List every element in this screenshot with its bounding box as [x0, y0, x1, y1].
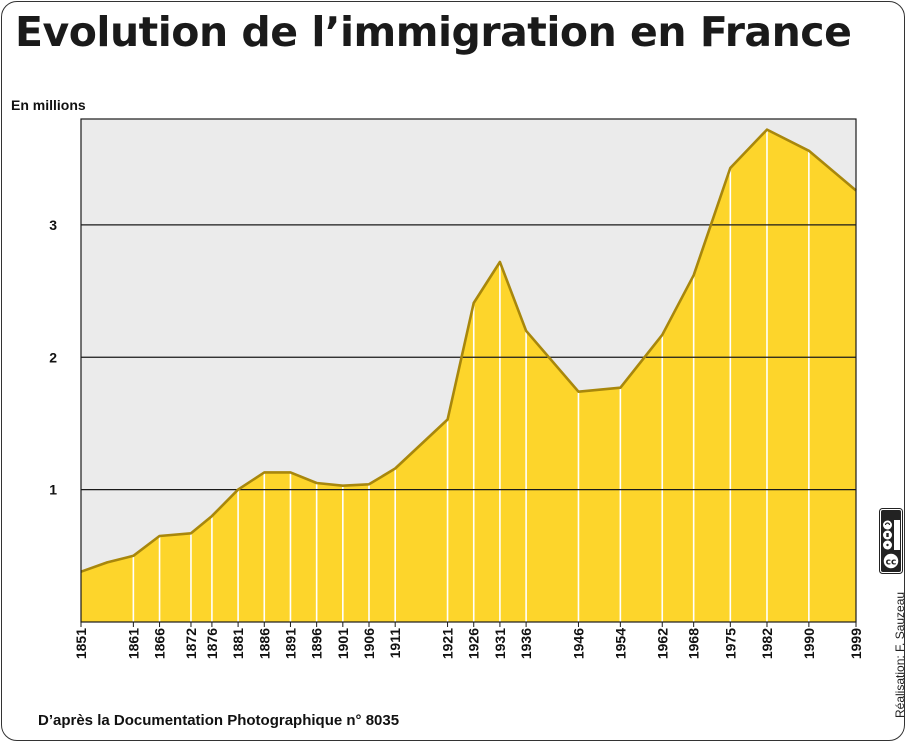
x-tick-label: 1946 — [570, 628, 586, 659]
x-tick-label: 1896 — [309, 628, 325, 659]
x-tick-label: 1851 — [73, 628, 89, 659]
x-tick-label: 1876 — [204, 628, 220, 659]
y-tick-label: 3 — [49, 217, 57, 233]
x-tick-label: 1975 — [722, 628, 738, 659]
svg-text:cc: cc — [886, 558, 897, 568]
x-tick-label: 1872 — [183, 628, 199, 659]
x-tick-label: 1886 — [256, 628, 272, 659]
x-tick-label: 1936 — [518, 628, 534, 659]
x-tick-label: 1891 — [282, 628, 298, 659]
x-tick-label: 1921 — [440, 628, 456, 659]
x-tick-label: 1881 — [230, 628, 246, 659]
source-note: D’après la Documentation Photographique … — [38, 712, 400, 729]
x-tick-label: 1968 — [686, 628, 702, 659]
y-tick-label: 2 — [49, 349, 57, 365]
x-tick-label: 1982 — [759, 628, 775, 659]
x-tick-label: 1990 — [801, 628, 817, 659]
x-tick-label: 1962 — [654, 628, 670, 659]
x-tick-label: 1926 — [466, 628, 482, 659]
author-credit: Réalisation: F. Sauzeau — [893, 591, 907, 718]
x-tick-label: 1999 — [848, 628, 864, 659]
x-tick-label: 1861 — [125, 628, 141, 659]
x-tick-label: 1931 — [492, 628, 508, 659]
x-tick-label: 1911 — [387, 628, 403, 659]
y-tick-label: 1 — [49, 482, 57, 498]
x-tick-label: 1954 — [612, 628, 628, 659]
y-axis-unit-label: En millions — [11, 97, 86, 113]
x-tick-label: 1866 — [152, 628, 168, 659]
x-tick-label: 1906 — [361, 628, 377, 659]
series-line — [80, 128, 857, 573]
plot-border — [80, 118, 857, 623]
x-tick-label: 1901 — [335, 628, 351, 659]
cc-by-nc-sa-icon: cc — [879, 508, 903, 574]
chart-title: Evolution de l’immigration en France — [15, 8, 852, 56]
